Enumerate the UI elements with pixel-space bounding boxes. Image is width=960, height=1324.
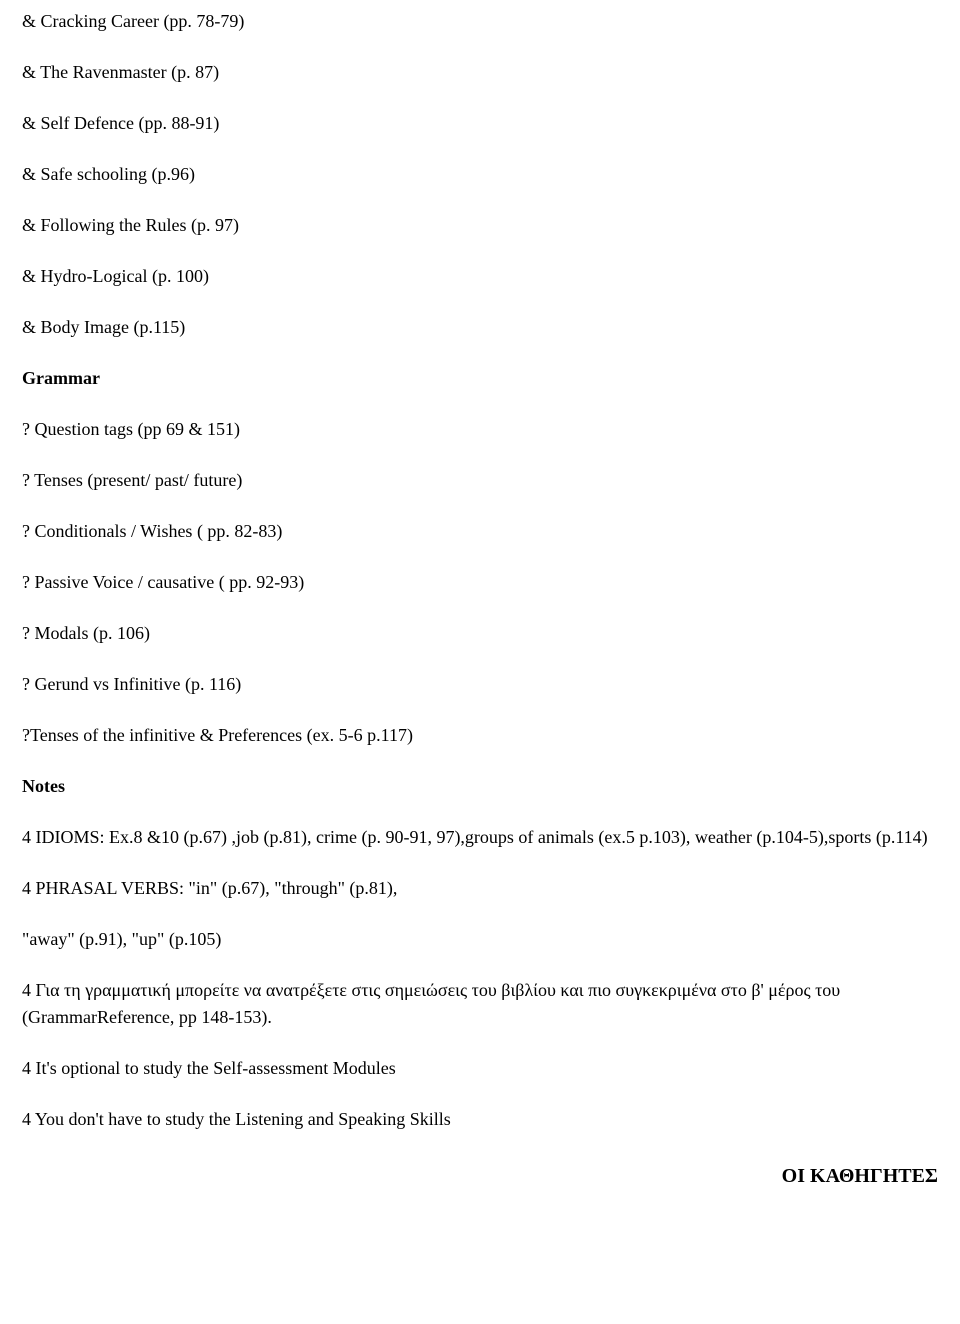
grammar-section: ? Question tags (pp 69 & 151) ? Tenses (…: [22, 416, 938, 749]
notes-item: 4 Για τη γραμματική μπορείτε να ανατρέξε…: [22, 977, 938, 1031]
reading-item: & Following the Rules (p. 97): [22, 212, 938, 239]
reading-section: & Cracking Career (pp. 78-79) & The Rave…: [22, 8, 938, 341]
notes-section: 4 IDIOMS: Ex.8 &10 (p.67) ,job (p.81), c…: [22, 824, 938, 1133]
notes-item: "away" (p.91), "up" (p.105): [22, 926, 938, 953]
reading-item: & Self Defence (pp. 88-91): [22, 110, 938, 137]
grammar-item: ? Question tags (pp 69 & 151): [22, 416, 938, 443]
grammar-heading: Grammar: [22, 365, 938, 392]
notes-heading: Notes: [22, 773, 938, 800]
reading-item: & The Ravenmaster (p. 87): [22, 59, 938, 86]
grammar-item: ?Tenses of the infinitive & Preferences …: [22, 722, 938, 749]
grammar-item: ? Tenses (present/ past/ future): [22, 467, 938, 494]
reading-item: & Safe schooling (p.96): [22, 161, 938, 188]
grammar-item: ? Conditionals / Wishes ( pp. 82-83): [22, 518, 938, 545]
footer-signature: ΟΙ ΚΑΘΗΓΗΤΕΣ: [22, 1161, 938, 1191]
notes-item: 4 It's optional to study the Self-assess…: [22, 1055, 938, 1082]
grammar-item: ? Passive Voice / causative ( pp. 92-93): [22, 569, 938, 596]
notes-item: 4 You don't have to study the Listening …: [22, 1106, 938, 1133]
grammar-item: ? Modals (p. 106): [22, 620, 938, 647]
grammar-item: ? Gerund vs Infinitive (p. 116): [22, 671, 938, 698]
reading-item: & Hydro-Logical (p. 100): [22, 263, 938, 290]
reading-item: & Body Image (p.115): [22, 314, 938, 341]
notes-item: 4 PHRASAL VERBS: "in" (p.67), "through" …: [22, 875, 938, 902]
notes-item: 4 IDIOMS: Ex.8 &10 (p.67) ,job (p.81), c…: [22, 824, 938, 851]
reading-item: & Cracking Career (pp. 78-79): [22, 8, 938, 35]
